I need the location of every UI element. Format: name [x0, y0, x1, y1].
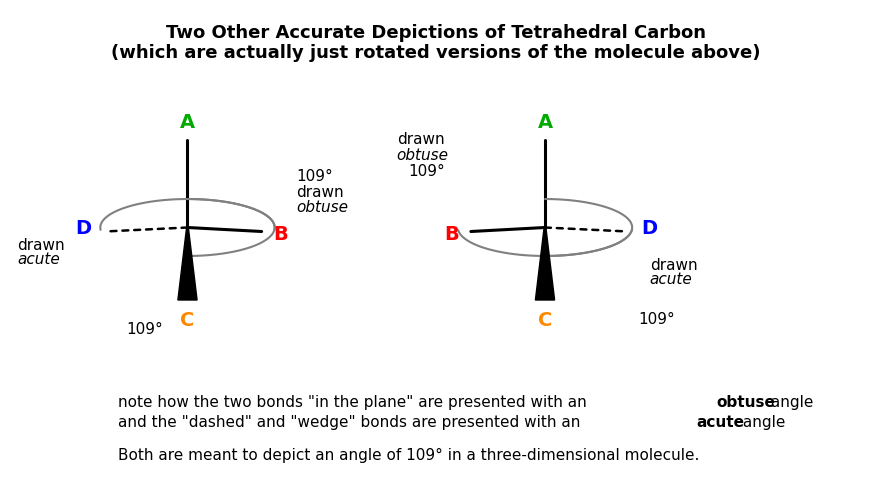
Text: angle: angle	[766, 395, 813, 410]
Text: (which are actually just rotated versions of the molecule above): (which are actually just rotated version…	[112, 44, 760, 62]
Text: acute: acute	[650, 272, 692, 287]
Text: Two Other Accurate Depictions of Tetrahedral Carbon: Two Other Accurate Depictions of Tetrahe…	[166, 24, 706, 42]
Text: obtuse: obtuse	[716, 395, 775, 410]
Text: drawn: drawn	[397, 132, 445, 148]
Text: 109°: 109°	[638, 312, 675, 328]
Text: C: C	[181, 310, 194, 330]
Text: A: A	[537, 113, 553, 132]
Text: A: A	[180, 113, 195, 132]
Text: drawn: drawn	[650, 258, 698, 272]
Text: D: D	[642, 220, 657, 238]
Text: angle: angle	[738, 415, 785, 430]
Polygon shape	[535, 228, 555, 300]
Text: C: C	[538, 310, 552, 330]
Text: D: D	[75, 220, 91, 238]
Text: acute: acute	[17, 252, 60, 268]
Text: and the "dashed" and "wedge" bonds are presented with an: and the "dashed" and "wedge" bonds are p…	[118, 415, 585, 430]
Text: 109°: 109°	[296, 169, 333, 184]
Polygon shape	[178, 228, 197, 300]
Text: 109°: 109°	[126, 322, 163, 338]
Text: B: B	[445, 224, 459, 244]
Text: drawn: drawn	[17, 238, 65, 252]
Text: Both are meant to depict an angle of 109° in a three-dimensional molecule.: Both are meant to depict an angle of 109…	[118, 448, 699, 462]
Text: drawn: drawn	[296, 185, 344, 200]
Text: obtuse: obtuse	[296, 200, 349, 215]
Text: note how the two bonds "in the plane" are presented with an: note how the two bonds "in the plane" ar…	[118, 395, 591, 410]
Text: obtuse: obtuse	[397, 148, 449, 162]
Text: acute: acute	[697, 415, 745, 430]
Text: 109°: 109°	[408, 164, 445, 178]
Text: B: B	[274, 224, 288, 244]
